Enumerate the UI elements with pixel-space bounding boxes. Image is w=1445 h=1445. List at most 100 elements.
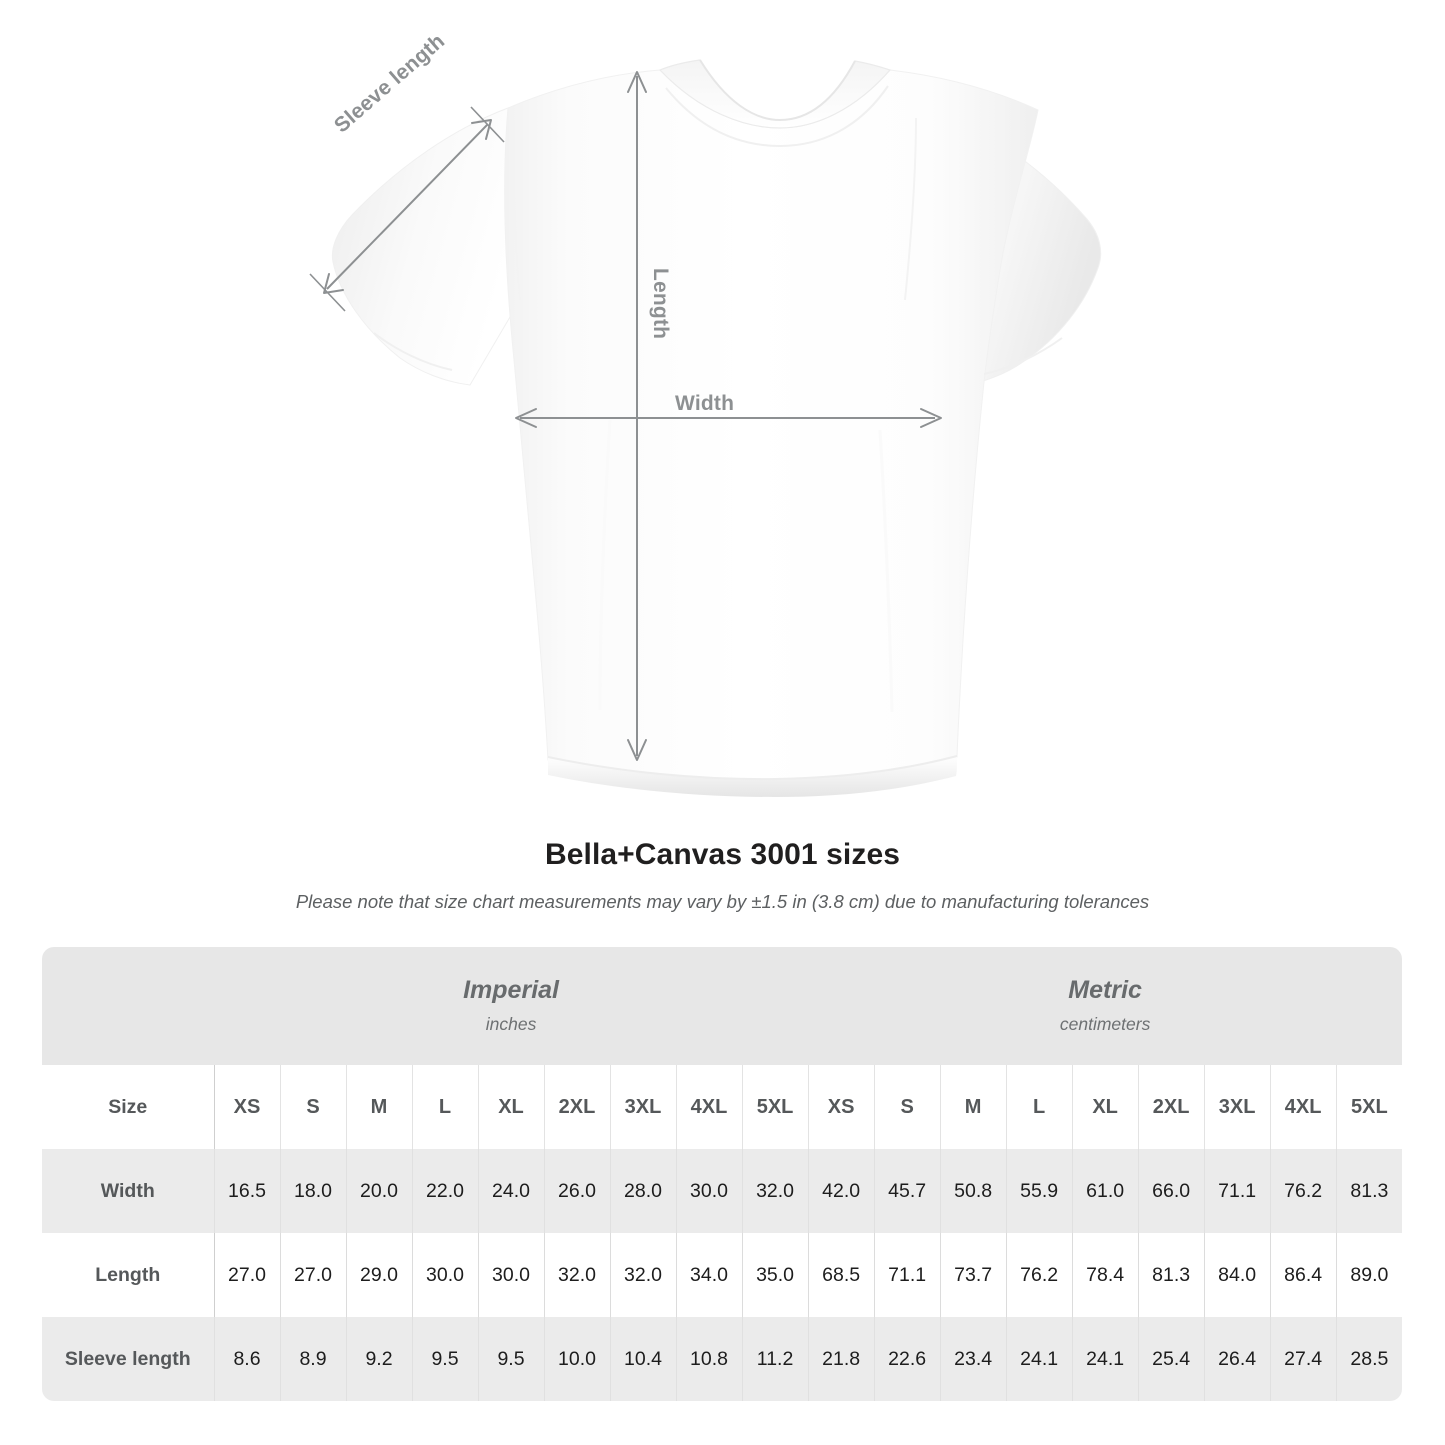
group-imperial-unit: inches bbox=[485, 1013, 537, 1034]
cell-width-imperial-s: 18.0 bbox=[279, 1149, 346, 1233]
sleeve-dimension-arrow bbox=[309, 106, 505, 312]
group-header-metric: Metric centimeters bbox=[808, 947, 1403, 1065]
tolerance-note: Please note that size chart measurements… bbox=[295, 891, 1150, 912]
cell-sleeve-metric-5xl: 28.5 bbox=[1335, 1317, 1403, 1401]
cell-length-imperial-4xl: 34.0 bbox=[675, 1233, 742, 1317]
size-col-imperial-xl: XL bbox=[477, 1065, 544, 1149]
size-col-metric-4xl: 4XL bbox=[1269, 1065, 1337, 1149]
cell-width-metric-xl: 61.0 bbox=[1071, 1149, 1139, 1233]
cell-sleeve-imperial-3xl: 10.4 bbox=[609, 1317, 676, 1401]
size-header-row: Size XS S M L XL 2XL 3XL 4XL 5XL XS S M … bbox=[42, 1065, 1403, 1149]
row-label-sleeve-length: Sleeve length bbox=[42, 1317, 214, 1401]
length-dimension-label: Length bbox=[649, 268, 672, 340]
title-block: Bella+Canvas 3001 sizes Please note that… bbox=[0, 838, 1445, 913]
size-col-imperial-l: L bbox=[411, 1065, 478, 1149]
tshirt-diagram: Sleeve length Length Width bbox=[309, 29, 1102, 797]
cell-length-imperial-2xl: 32.0 bbox=[543, 1233, 610, 1317]
size-col-metric-3xl: 3XL bbox=[1203, 1065, 1271, 1149]
measurement-lines bbox=[309, 71, 942, 761]
cell-sleeve-metric-l: 24.1 bbox=[1005, 1317, 1073, 1401]
cell-width-metric-5xl: 81.3 bbox=[1335, 1149, 1403, 1233]
table-row-length: Length 27.0 27.0 29.0 30.0 30.0 32.0 32.… bbox=[42, 1233, 1403, 1317]
page-title: Bella+Canvas 3001 sizes bbox=[544, 838, 901, 871]
cell-width-metric-l: 55.9 bbox=[1005, 1149, 1073, 1233]
cell-sleeve-metric-xl: 24.1 bbox=[1071, 1317, 1139, 1401]
size-col-metric-l: L bbox=[1005, 1065, 1073, 1149]
cell-width-metric-2xl: 66.0 bbox=[1137, 1149, 1205, 1233]
group-spacer-cell bbox=[42, 947, 214, 1065]
group-imperial-label: Imperial bbox=[463, 976, 559, 1005]
size-col-metric-m: M bbox=[939, 1065, 1007, 1149]
length-dimension-arrow bbox=[627, 71, 647, 761]
table-row-sleeve-length: Sleeve length 8.6 8.9 9.2 9.5 9.5 10.0 1… bbox=[42, 1317, 1403, 1401]
size-col-metric-2xl: 2XL bbox=[1137, 1065, 1205, 1149]
tshirt-illustration bbox=[309, 59, 1102, 797]
cell-length-metric-2xl: 81.3 bbox=[1137, 1233, 1205, 1317]
cell-width-metric-xs: 42.0 bbox=[807, 1149, 875, 1233]
cell-width-imperial-5xl: 32.0 bbox=[741, 1149, 809, 1233]
cell-width-imperial-xs: 16.5 bbox=[213, 1149, 280, 1233]
cell-width-metric-4xl: 76.2 bbox=[1269, 1149, 1337, 1233]
cell-length-imperial-m: 29.0 bbox=[345, 1233, 412, 1317]
cell-length-metric-l: 76.2 bbox=[1005, 1233, 1073, 1317]
unit-group-header-row: Imperial inches Metric centimeters bbox=[42, 947, 1403, 1065]
size-col-imperial-4xl: 4XL bbox=[675, 1065, 742, 1149]
row-label-size: Size bbox=[42, 1065, 214, 1149]
size-table-container: Imperial inches Metric centimeters Size … bbox=[42, 947, 1403, 1401]
cell-width-imperial-xl: 24.0 bbox=[477, 1149, 544, 1233]
cell-length-imperial-l: 30.0 bbox=[411, 1233, 478, 1317]
cell-width-metric-s: 45.7 bbox=[873, 1149, 941, 1233]
cell-length-metric-m: 73.7 bbox=[939, 1233, 1007, 1317]
cell-sleeve-imperial-2xl: 10.0 bbox=[543, 1317, 610, 1401]
row-label-length: Length bbox=[42, 1233, 214, 1317]
width-dimension-arrow bbox=[515, 408, 942, 428]
cell-length-imperial-s: 27.0 bbox=[279, 1233, 346, 1317]
cell-sleeve-metric-2xl: 25.4 bbox=[1137, 1317, 1205, 1401]
cell-sleeve-metric-4xl: 27.4 bbox=[1269, 1317, 1337, 1401]
size-col-imperial-s: S bbox=[279, 1065, 346, 1149]
cell-length-metric-s: 71.1 bbox=[873, 1233, 941, 1317]
row-label-width: Width bbox=[42, 1149, 214, 1233]
cell-sleeve-imperial-4xl: 10.8 bbox=[675, 1317, 742, 1401]
cell-width-metric-3xl: 71.1 bbox=[1203, 1149, 1271, 1233]
tshirt-shape bbox=[331, 59, 1102, 797]
size-col-imperial-3xl: 3XL bbox=[609, 1065, 676, 1149]
cell-length-metric-5xl: 89.0 bbox=[1335, 1233, 1403, 1317]
cell-width-imperial-4xl: 30.0 bbox=[675, 1149, 742, 1233]
size-col-imperial-xs: XS bbox=[213, 1065, 280, 1149]
cell-sleeve-metric-xs: 21.8 bbox=[807, 1317, 875, 1401]
size-col-metric-s: S bbox=[873, 1065, 941, 1149]
size-col-metric-xs: XS bbox=[807, 1065, 875, 1149]
cell-length-metric-xs: 68.5 bbox=[807, 1233, 875, 1317]
cell-length-imperial-xl: 30.0 bbox=[477, 1233, 544, 1317]
cell-width-imperial-m: 20.0 bbox=[345, 1149, 412, 1233]
width-dimension-label: Width bbox=[675, 392, 735, 415]
cell-width-metric-m: 50.8 bbox=[939, 1149, 1007, 1233]
table-row-width: Width 16.5 18.0 20.0 22.0 24.0 26.0 28.0… bbox=[42, 1149, 1403, 1233]
cell-length-metric-4xl: 86.4 bbox=[1269, 1233, 1337, 1317]
cell-sleeve-metric-m: 23.4 bbox=[939, 1317, 1007, 1401]
cell-length-imperial-5xl: 35.0 bbox=[741, 1233, 809, 1317]
cell-width-imperial-2xl: 26.0 bbox=[543, 1149, 610, 1233]
cell-length-imperial-xs: 27.0 bbox=[213, 1233, 280, 1317]
size-col-metric-xl: XL bbox=[1071, 1065, 1139, 1149]
cell-sleeve-metric-3xl: 26.4 bbox=[1203, 1317, 1271, 1401]
group-metric-label: Metric bbox=[1068, 976, 1142, 1005]
cell-sleeve-metric-s: 22.6 bbox=[873, 1317, 941, 1401]
group-metric-unit: centimeters bbox=[1059, 1013, 1151, 1034]
size-col-imperial-5xl: 5XL bbox=[741, 1065, 809, 1149]
cell-length-imperial-3xl: 32.0 bbox=[609, 1233, 676, 1317]
size-col-imperial-m: M bbox=[345, 1065, 412, 1149]
cell-sleeve-imperial-5xl: 11.2 bbox=[741, 1317, 809, 1401]
cell-sleeve-imperial-m: 9.2 bbox=[345, 1317, 412, 1401]
cell-sleeve-imperial-xs: 8.6 bbox=[213, 1317, 280, 1401]
cell-sleeve-imperial-l: 9.5 bbox=[411, 1317, 478, 1401]
size-table: Imperial inches Metric centimeters Size … bbox=[42, 947, 1403, 1401]
group-header-imperial: Imperial inches bbox=[214, 947, 809, 1065]
size-col-imperial-2xl: 2XL bbox=[543, 1065, 610, 1149]
cell-sleeve-imperial-s: 8.9 bbox=[279, 1317, 346, 1401]
cell-width-imperial-l: 22.0 bbox=[411, 1149, 478, 1233]
cell-sleeve-imperial-xl: 9.5 bbox=[477, 1317, 544, 1401]
cell-width-imperial-3xl: 28.0 bbox=[609, 1149, 676, 1233]
cell-length-metric-3xl: 84.0 bbox=[1203, 1233, 1271, 1317]
